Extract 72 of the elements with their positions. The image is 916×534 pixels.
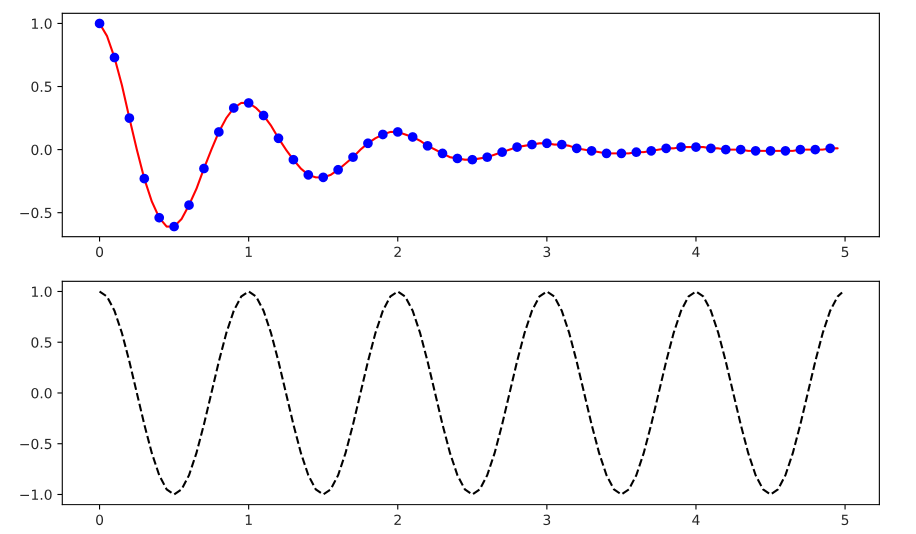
- point: [631, 147, 642, 157]
- point: [512, 142, 522, 152]
- point: [422, 140, 432, 151]
- point: [274, 133, 284, 144]
- point: [110, 52, 120, 62]
- y-tick-label: 0.0: [31, 388, 52, 398]
- x-tick-label: 4: [692, 246, 700, 257]
- x-tick-label: 3: [544, 246, 550, 258]
- y-tick-label: −1.0: [20, 489, 52, 500]
- point: [303, 170, 314, 180]
- point: [214, 127, 224, 137]
- point: [452, 154, 462, 164]
- x-tick-label: 3: [544, 514, 550, 526]
- point: [467, 154, 478, 165]
- x-tick-label: 4: [692, 514, 700, 525]
- point: [602, 148, 612, 158]
- point: [169, 222, 179, 232]
- point: [228, 103, 239, 113]
- point: [616, 148, 626, 158]
- point: [288, 154, 298, 165]
- point: [124, 113, 134, 123]
- y-tick-label: 0.5: [31, 81, 52, 92]
- point: [333, 164, 343, 175]
- point: [720, 144, 731, 154]
- point: [258, 110, 268, 120]
- point: [766, 146, 776, 156]
- y-tick-label: 0.5: [31, 337, 52, 348]
- point: [408, 132, 418, 142]
- point: [154, 212, 164, 223]
- y-tick-label: 1.0: [32, 18, 52, 29]
- y-tick-label: 1.0: [32, 286, 52, 297]
- point: [348, 152, 358, 162]
- point: [378, 130, 388, 140]
- point: [139, 174, 150, 184]
- point: [825, 143, 836, 154]
- x-tick-label: 1: [246, 514, 252, 525]
- point: [392, 127, 403, 137]
- x-tick-label: 5: [842, 514, 848, 526]
- point: [363, 138, 373, 148]
- point: [586, 146, 596, 156]
- y-tick-label: −0.5: [20, 438, 52, 450]
- point: [482, 152, 492, 162]
- point: [780, 146, 790, 156]
- x-tick-label: 2: [394, 246, 401, 257]
- point: [542, 138, 552, 148]
- x-tick-label: 1: [246, 246, 252, 257]
- point: [676, 142, 686, 152]
- line-series: [98, 290, 844, 496]
- point: [527, 140, 537, 150]
- point: [438, 148, 448, 158]
- point: [750, 146, 760, 156]
- x-tick-label: 0: [96, 514, 104, 526]
- point: [199, 164, 209, 174]
- point: [661, 143, 672, 154]
- point: [572, 143, 582, 154]
- point: [184, 200, 194, 210]
- point: [810, 144, 820, 154]
- point: [706, 143, 716, 154]
- x-tick-label: 2: [394, 514, 401, 525]
- x-tick-label: 0: [96, 246, 104, 258]
- point: [556, 140, 567, 150]
- y-tick-label: −0.5: [20, 208, 52, 218]
- point: [244, 98, 254, 108]
- point: [691, 142, 701, 152]
- point: [497, 147, 507, 157]
- x-tick-label: 5: [842, 246, 848, 258]
- y-tick-label: 0.0: [31, 144, 52, 156]
- point: [736, 144, 746, 154]
- point: [94, 18, 104, 28]
- point: [795, 144, 806, 154]
- point: [318, 172, 328, 182]
- point: [646, 146, 656, 156]
